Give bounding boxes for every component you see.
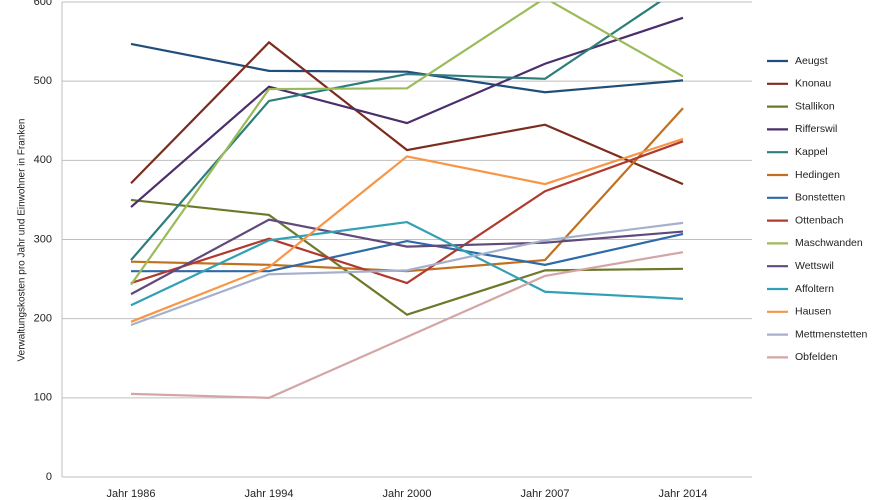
y-tick-label: 300 (34, 233, 52, 245)
x-tick-label: Jahr 1986 (107, 488, 156, 500)
legend-label: Affoltern (795, 283, 834, 295)
series-line (130, 42, 684, 94)
legend-label: Kappel (795, 146, 828, 158)
series-line (130, 218, 684, 296)
y-axis-label: Verwaltungskosten pro Jahr und Einwohner… (17, 119, 28, 362)
legend-label: Bonstetten (795, 192, 845, 204)
x-tick-label: Jahr 2014 (659, 488, 708, 500)
legend-label: Hedingen (795, 169, 840, 181)
legend-label: Maschwanden (795, 237, 863, 249)
y-tick-label: 0 (46, 471, 52, 483)
legend-label: Aeugst (795, 55, 828, 67)
y-tick-label: 600 (34, 0, 52, 8)
x-tick-label: Jahr 2007 (521, 488, 570, 500)
series-line (130, 137, 684, 323)
series-line (130, 40, 684, 186)
series-line (130, 140, 684, 285)
legend-label: Wettswil (795, 260, 834, 272)
series-line (130, 2, 684, 286)
y-tick-label: 500 (34, 75, 52, 87)
series-line (130, 251, 684, 399)
legend: Aeugst Knonau Stallikon Rifferswil Kappel Hed… (767, 55, 868, 363)
y-tick-label: 100 (34, 392, 52, 404)
series-line (131, 232, 684, 273)
legend-label: Obfelden (795, 351, 838, 363)
x-tick-label: Jahr 1994 (245, 488, 294, 500)
series-line (130, 198, 684, 316)
series-line (130, 16, 684, 208)
x-tick-label: Jahr 2000 (383, 488, 432, 500)
series-line (130, 221, 684, 327)
plot-area (130, 2, 684, 399)
grid: 0 100 200 300 400 500 600 Jahr 1986 Jahr 1994 Jah… (34, 0, 752, 500)
legend-label: Ottenbach (795, 214, 844, 226)
legend-label: Knonau (795, 78, 831, 90)
y-tick-label: 400 (34, 154, 52, 166)
legend-label: Mettmenstetten (795, 328, 868, 340)
legend-label: Rifferswil (795, 123, 837, 135)
y-tick-label: 200 (34, 313, 52, 325)
legend-label: Stallikon (795, 100, 835, 112)
legend-label: Hausen (795, 306, 831, 318)
series-line (130, 220, 684, 307)
